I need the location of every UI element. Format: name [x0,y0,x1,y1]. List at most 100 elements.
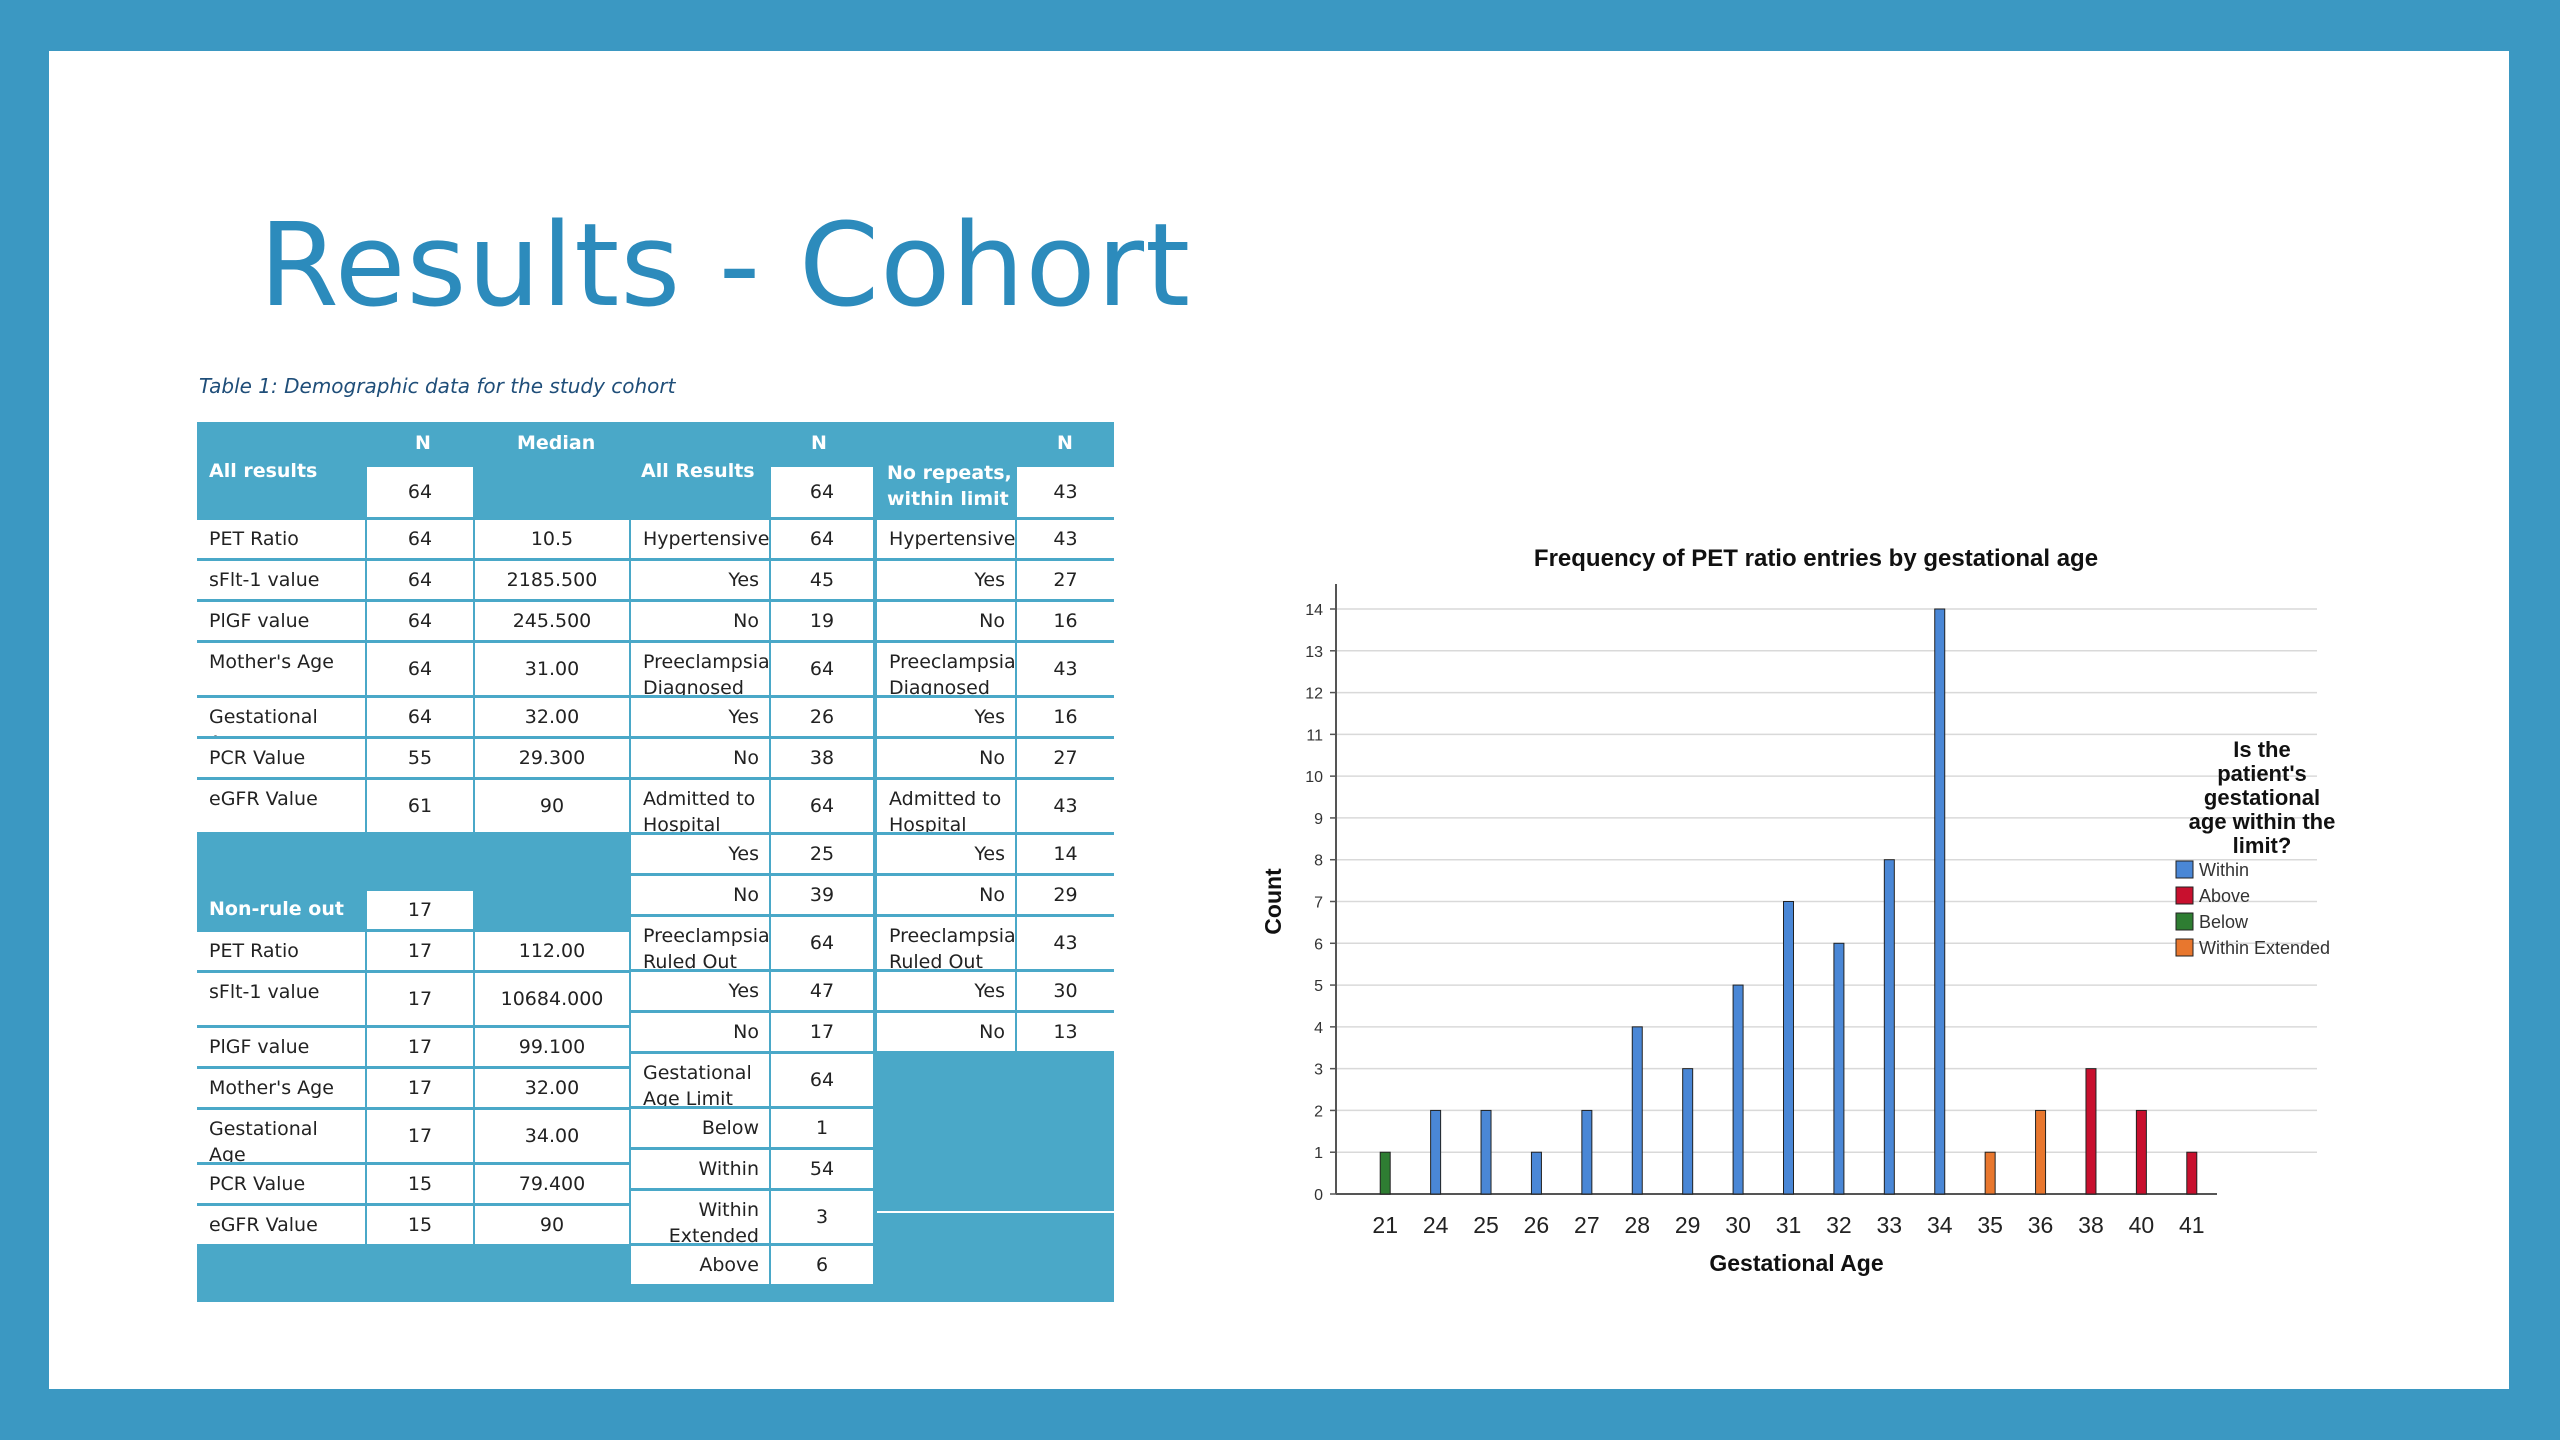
x-tick-label: 36 [2028,1212,2054,1238]
x-tick-label: 35 [1977,1212,2003,1238]
right-panel: N No repeats, within limit 43 Hypertensive 4… [877,422,1114,1302]
y-tick-label: 4 [1314,1020,1323,1037]
all-results-label: All results [209,460,318,482]
row-n: 47 [771,972,873,1010]
y-tick-label: 1 [1314,1145,1323,1162]
row-label: No [631,1013,769,1051]
row-label: No [877,876,1015,914]
bar-within [1581,1109,1593,1195]
row-label: eGFR Value [197,1206,365,1244]
row-n: 61 [367,780,473,832]
row-n: 64 [771,643,873,695]
row-label: Yes [877,698,1015,736]
row-median: 79.400 [475,1165,629,1203]
row-n: 45 [771,561,873,599]
row-n: 17 [367,1028,473,1066]
bar-chart: Frequency of PET ratio entries by gestat… [1260,545,2335,1276]
bar-within [1480,1109,1492,1195]
row-label: PET Ratio [197,520,365,558]
row-label: PCR Value [197,1165,365,1203]
bar-below [1379,1151,1391,1195]
row-label: Yes [631,835,769,873]
bar-within [1631,1026,1643,1195]
middle-panel: N All Results 64 Hypertensive 64 Yes 45 No 19 Pre… [631,422,873,1302]
row-label: Preeclampsia Ruled Out [631,917,769,969]
row-n: 54 [771,1150,873,1188]
y-tick-label: 14 [1305,602,1323,619]
x-tick-label: 28 [1624,1212,1650,1238]
no-repeats-label: No repeats, within limit [887,462,1012,510]
x-tick-label: 38 [2078,1212,2104,1238]
row-n: 19 [771,602,873,640]
row-n: 43 [1017,780,1114,832]
y-tick-label: 6 [1314,936,1323,953]
n-column-header: N [811,432,827,454]
row-n: 3 [771,1191,873,1243]
y-tick-label: 5 [1314,978,1323,995]
row-median: 10.5 [475,520,629,558]
row-n: 39 [771,876,873,914]
row-label: Gestational Age [197,1110,365,1162]
slide: Results - Cohort Table 1: Demographic da… [49,51,2509,1389]
row-label: Preeclampsia Diagnosed [877,643,1015,695]
row-label: Hypertensive [631,520,769,558]
row-median: 99.100 [475,1028,629,1066]
row-n: 64 [771,1054,873,1106]
row-median: 245.500 [475,602,629,640]
row-label: Preeclampsia Diagnosed [631,643,769,695]
row-n: 15 [367,1206,473,1244]
row-label: PET Ratio [197,932,365,970]
row-n: 43 [1017,917,1114,969]
x-tick-label: 25 [1473,1212,1499,1238]
row-label: Yes [877,835,1015,873]
y-axis-label: Count [1260,868,1286,935]
row-n: 25 [771,835,873,873]
row-label: Yes [631,561,769,599]
legend-swatch [2175,912,2194,931]
row-label: Yes [631,972,769,1010]
row-n: 64 [367,643,473,695]
row-label: Gestational Age Limit [631,1054,769,1106]
bar-within [1682,1068,1694,1195]
legend-label: Below [2199,912,2249,932]
x-tick-label: 29 [1675,1212,1701,1238]
y-tick-label: 3 [1314,1062,1323,1079]
legend-swatch [2175,886,2194,905]
non-rule-out-n: 17 [367,891,473,929]
x-tick-label: 27 [1574,1212,1600,1238]
all-results-n: 64 [771,467,873,517]
row-n: 29 [1017,876,1114,914]
legend-label: Within [2199,860,2249,880]
legend-swatch [2175,938,2194,957]
bar-within [1530,1151,1542,1195]
row-label: Below [631,1109,769,1147]
y-tick-label: 9 [1314,811,1323,828]
row-n: 17 [367,973,473,1025]
row-label: Admitted to Hospital [631,780,769,832]
y-tick-label: 11 [1306,727,1323,744]
row-n: 6 [771,1246,873,1284]
demographic-table: N Median All results 64 PET Ratio 64 10.5 sFlt-… [197,422,1114,1302]
row-label: PlGF value [197,1028,365,1066]
row-n: 64 [771,780,873,832]
row-median: 32.00 [475,698,629,736]
row-median: 34.00 [475,1110,629,1162]
x-tick-label: 40 [2129,1212,2155,1238]
x-tick-label: 31 [1776,1212,1802,1238]
row-label: Admitted to Hospital [877,780,1015,832]
row-n: 64 [771,520,873,558]
row-median: 90 [475,780,629,832]
table-caption: Table 1: Demographic data for the study … [199,374,676,398]
y-tick-label: 12 [1305,686,1323,703]
row-n: 64 [367,698,473,736]
row-n: 14 [1017,835,1114,873]
row-n: 17 [771,1013,873,1051]
row-label: Preeclampsia Ruled Out [877,917,1015,969]
bar-above [2135,1109,2147,1195]
row-label: Yes [877,972,1015,1010]
row-n: 64 [771,917,873,969]
chart-title: Frequency of PET ratio entries by gestat… [1534,545,2098,572]
row-n: 43 [1017,520,1114,558]
row-n: 27 [1017,561,1114,599]
y-tick-label: 0 [1314,1187,1323,1204]
